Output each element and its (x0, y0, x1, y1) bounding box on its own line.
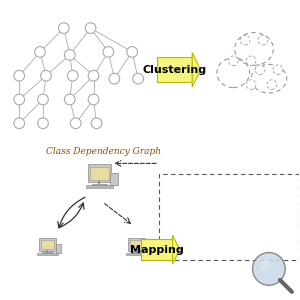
Circle shape (35, 46, 45, 57)
Circle shape (246, 80, 256, 89)
FancyBboxPatch shape (56, 244, 61, 253)
Text: Mapping: Mapping (130, 244, 184, 255)
Circle shape (85, 23, 96, 34)
Polygon shape (172, 235, 180, 264)
Circle shape (255, 65, 265, 75)
Circle shape (70, 118, 81, 129)
Text: Class Dependency Graph: Class Dependency Graph (46, 147, 161, 156)
Circle shape (258, 35, 268, 45)
FancyBboxPatch shape (145, 244, 151, 253)
Circle shape (68, 70, 78, 81)
FancyBboxPatch shape (130, 239, 143, 249)
Circle shape (88, 70, 99, 81)
Circle shape (38, 94, 48, 105)
Circle shape (14, 94, 25, 105)
Circle shape (133, 73, 143, 84)
FancyBboxPatch shape (88, 164, 111, 182)
Bar (159, 174, 298, 260)
Circle shape (64, 50, 75, 60)
FancyBboxPatch shape (128, 238, 146, 251)
FancyBboxPatch shape (110, 173, 118, 185)
FancyBboxPatch shape (40, 239, 54, 249)
FancyBboxPatch shape (126, 253, 147, 255)
FancyBboxPatch shape (131, 252, 142, 253)
FancyBboxPatch shape (90, 167, 109, 180)
Circle shape (228, 56, 238, 66)
Polygon shape (192, 52, 200, 87)
FancyBboxPatch shape (42, 252, 53, 253)
Circle shape (273, 65, 283, 75)
FancyBboxPatch shape (85, 185, 113, 188)
FancyBboxPatch shape (92, 184, 107, 185)
Circle shape (109, 73, 120, 84)
Circle shape (253, 253, 285, 285)
Circle shape (246, 56, 256, 66)
Circle shape (103, 46, 114, 57)
FancyBboxPatch shape (141, 239, 172, 260)
Circle shape (14, 118, 25, 129)
Circle shape (260, 260, 271, 271)
Circle shape (240, 35, 250, 45)
Circle shape (38, 118, 48, 129)
Circle shape (40, 70, 51, 81)
Circle shape (88, 94, 99, 105)
Circle shape (127, 46, 137, 57)
FancyBboxPatch shape (39, 238, 56, 251)
Text: Clustering: Clustering (143, 65, 207, 75)
Circle shape (14, 70, 25, 81)
Circle shape (91, 118, 102, 129)
FancyBboxPatch shape (37, 253, 58, 255)
Circle shape (267, 80, 277, 89)
Circle shape (64, 94, 75, 105)
FancyBboxPatch shape (158, 57, 192, 82)
Circle shape (58, 23, 69, 34)
